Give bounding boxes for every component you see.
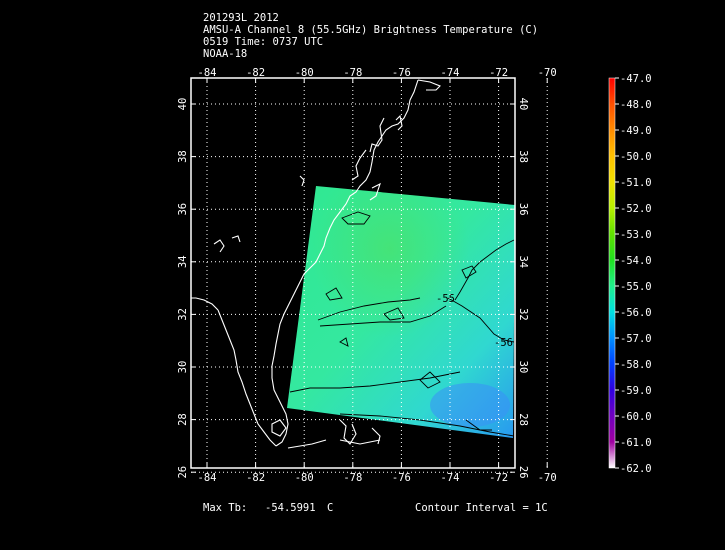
header-time: 0519 Time: 0737 UTC: [203, 36, 324, 48]
lon-label-bottom: -74: [441, 472, 460, 484]
colorbar-label: -47.0: [620, 73, 652, 85]
lon-label-top: -84: [198, 67, 217, 79]
contour-label-56: -56: [494, 337, 513, 349]
lat-label-right: 30: [517, 361, 529, 374]
colorbar-label: -52.0: [620, 203, 652, 215]
contour-label-55: -55: [436, 293, 455, 305]
lon-label-bottom: -78: [343, 472, 362, 484]
colorbar-label: -50.0: [620, 151, 652, 163]
colorbar-label: -55.0: [620, 281, 652, 293]
lon-label-bottom: -82: [246, 472, 265, 484]
lat-label-right: 34: [517, 255, 529, 268]
header-product: AMSU-A Channel 8 (55.5GHz) Brightness Te…: [203, 24, 539, 36]
lon-label-bottom: -84: [198, 472, 217, 484]
colorbar-label: -48.0: [620, 99, 652, 111]
colorbar-label: -58.0: [620, 359, 652, 371]
lat-label-right: 36: [517, 203, 529, 216]
lat-label-right: 32: [517, 308, 529, 321]
lat-label-left: 40: [177, 98, 189, 111]
lon-label-top: -76: [392, 67, 411, 79]
colorbar-label: -56.0: [620, 307, 652, 319]
lon-label-bottom: -72: [489, 472, 508, 484]
lat-label-right: 26: [517, 466, 529, 479]
colorbar-label: -62.0: [620, 463, 652, 475]
lat-label-left: 28: [177, 413, 189, 426]
colorbar: -47.0 -48.0 -49.0 -50.0 -51.0 -52.0 -53.0 -54.0…: [608, 73, 652, 475]
lon-label-bottom: -70: [538, 472, 557, 484]
longitude-labels-top: -84 -82 -80 -78 -76 -74 -72 -70: [198, 67, 557, 79]
lon-label-top: -72: [489, 67, 508, 79]
lat-lon-grid: [191, 78, 548, 473]
colorbar-label: -53.0: [620, 229, 652, 241]
longitude-labels-bottom: -84 -82 -80 -78 -76 -74 -72 -70: [198, 472, 557, 484]
lat-label-left: 38: [177, 150, 189, 163]
colorbar-label: -54.0: [620, 255, 652, 267]
lat-label-left: 36: [177, 203, 189, 216]
lat-label-left: 34: [177, 255, 189, 268]
lat-label-right: 40: [517, 98, 529, 111]
lon-label-bottom: -76: [392, 472, 411, 484]
latitude-labels-left: 40 38 36 34 32 30 28 26: [177, 98, 189, 479]
latitude-labels-right: 40 38 36 34 32 30 28 26: [517, 98, 529, 479]
lon-label-top: -78: [343, 67, 362, 79]
brightness-swath: [287, 186, 515, 438]
lon-label-bottom: -80: [295, 472, 314, 484]
lat-label-right: 28: [517, 413, 529, 426]
contour-interval: Contour Interval = 1C: [415, 502, 548, 514]
colorbar-label: -60.0: [620, 411, 652, 423]
colorbar-label: -51.0: [620, 177, 652, 189]
lat-label-left: 30: [177, 361, 189, 374]
lon-label-top: -74: [441, 67, 460, 79]
lat-label-left: 26: [177, 466, 189, 479]
lon-label-top: -70: [538, 67, 557, 79]
header-satellite: NOAA-18: [203, 48, 248, 60]
max-tb-value: -54.5991: [265, 502, 316, 514]
lon-label-top: -82: [246, 67, 265, 79]
colorbar-label: -59.0: [620, 385, 652, 397]
header-date: 201293L 2012: [203, 12, 279, 24]
colorbar-label: -49.0: [620, 125, 652, 137]
lon-label-top: -80: [295, 67, 314, 79]
max-tb-unit: C: [327, 502, 334, 514]
lat-label-left: 32: [177, 308, 189, 321]
coastline: [191, 79, 441, 449]
max-tb-label: Max Tb:: [203, 502, 248, 514]
colorbar-label: -57.0: [620, 333, 652, 345]
colorbar-scale: [608, 77, 616, 469]
colorbar-label: -61.0: [620, 437, 652, 449]
lat-label-right: 38: [517, 150, 529, 163]
axis-ticks: [191, 78, 548, 473]
